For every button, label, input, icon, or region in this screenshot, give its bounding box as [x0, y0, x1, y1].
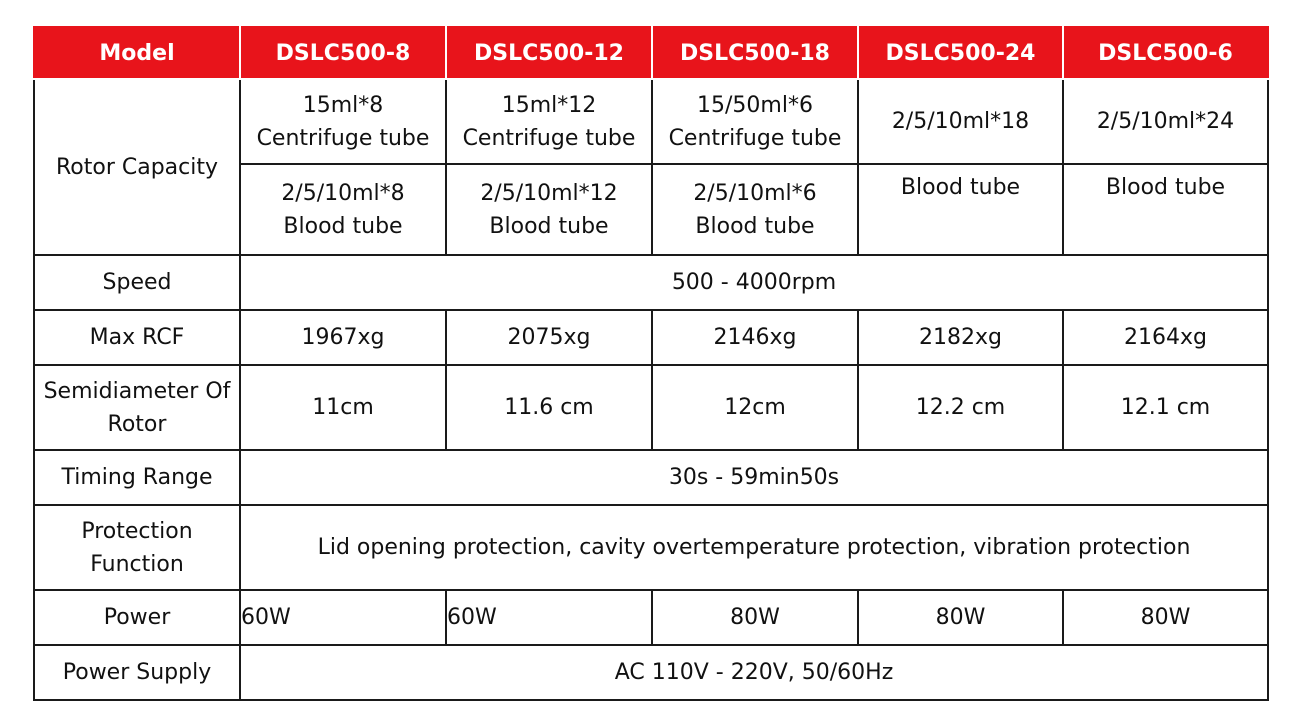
timing-range-row: Timing Range 30s - 59min50s [33, 449, 1269, 506]
rotor-capacity-cell: 2/5/10ml*12 Blood tube [445, 163, 653, 256]
power-row: Power 60W 60W 80W 80W 80W [33, 589, 1269, 646]
speed-label: Speed [33, 254, 241, 311]
capacity-line1: 2/5/10ml*6 [693, 180, 817, 206]
timing-range-value: 30s - 59min50s [239, 449, 1269, 506]
capacity-line1: 15ml*12 [501, 92, 597, 118]
capacity-line1: 15/50ml*6 [697, 92, 813, 118]
power-value: 80W [651, 589, 859, 646]
capacity-line1: 2/5/10ml*18 [891, 109, 1030, 134]
power-value: 60W [239, 589, 447, 646]
max-rcf-row: Max RCF 1967xg 2075xg 2146xg 2182xg 2164… [33, 309, 1269, 366]
semidiameter-row: Semidiameter Of Rotor 11cm 11.6 cm 12cm … [33, 364, 1269, 451]
capacity-line2: Blood tube [489, 213, 609, 239]
power-value: 80W [1062, 589, 1269, 646]
semidiameter-value: 11cm [239, 364, 447, 451]
model-header-dslc500-12: DSLC500-12 [445, 26, 653, 80]
semidiameter-label-line1: Semidiameter Of [43, 378, 231, 404]
model-header-dslc500-18: DSLC500-18 [651, 26, 859, 80]
capacity-line1: 2/5/10ml*12 [480, 180, 618, 206]
model-header-dslc500-6: DSLC500-6 [1062, 26, 1269, 80]
rotor-capacity-cell: 2/5/10ml*24 [1062, 78, 1269, 165]
protection-label-line1: Protection [81, 518, 193, 544]
rotor-capacity-cell: 15ml*8 Centrifuge tube [239, 78, 447, 165]
max-rcf-label: Max RCF [33, 309, 241, 366]
capacity-line2: Centrifuge tube [668, 125, 842, 151]
model-header: Model [33, 26, 241, 80]
speed-value: 500 - 4000rpm [239, 254, 1269, 311]
capacity-line2: Centrifuge tube [462, 125, 636, 151]
capacity-line2: Centrifuge tube [256, 125, 430, 151]
max-rcf-value: 2075xg [445, 309, 653, 366]
rotor-capacity-label: Rotor Capacity [33, 78, 241, 256]
rotor-capacity-cell: Blood tube [857, 163, 1064, 256]
model-header-dslc500-8: DSLC500-8 [239, 26, 447, 80]
max-rcf-value: 2182xg [857, 309, 1064, 366]
capacity-line1: 15ml*8 [302, 92, 384, 118]
protection-value: Lid opening protection, cavity overtempe… [239, 504, 1269, 591]
rotor-capacity-row-2: 2/5/10ml*8 Blood tube 2/5/10ml*12 Blood … [34, 163, 1269, 256]
rotor-capacity-cell: 2/5/10ml*6 Blood tube [651, 163, 859, 256]
power-value: 60W [445, 589, 653, 646]
protection-row: Protection Function Lid opening protecti… [33, 504, 1269, 591]
power-supply-value: AC 110V - 220V, 50/60Hz [239, 644, 1269, 701]
timing-range-label: Timing Range [33, 449, 241, 506]
rotor-capacity-cell: 2/5/10ml*18 [857, 78, 1064, 165]
semidiameter-value: 12.1 cm [1062, 364, 1269, 451]
protection-label: Protection Function [33, 504, 241, 591]
capacity-line2: Blood tube [283, 213, 403, 239]
max-rcf-value: 2146xg [651, 309, 859, 366]
power-value: 80W [857, 589, 1064, 646]
rotor-capacity-cell: Blood tube [1062, 163, 1269, 256]
header-row: Model DSLC500-8 DSLC500-12 DSLC500-18 DS… [33, 26, 1269, 80]
rotor-capacity-cell: 15/50ml*6 Centrifuge tube [651, 78, 859, 165]
semidiameter-value: 11.6 cm [445, 364, 653, 451]
model-header-dslc500-24: DSLC500-24 [857, 26, 1064, 80]
capacity-line1: 2/5/10ml*8 [281, 180, 405, 206]
capacity-line2: Blood tube [695, 213, 815, 239]
speed-row: Speed 500 - 4000rpm [33, 254, 1269, 311]
capacity-line1: 2/5/10ml*24 [1096, 109, 1235, 134]
rotor-capacity-cell: 15ml*12 Centrifuge tube [445, 78, 653, 165]
semidiameter-label: Semidiameter Of Rotor [33, 364, 241, 451]
spec-table: Model DSLC500-8 DSLC500-12 DSLC500-18 DS… [33, 26, 1269, 701]
semidiameter-value: 12.2 cm [857, 364, 1064, 451]
semidiameter-value: 12cm [651, 364, 859, 451]
power-label: Power [33, 589, 241, 646]
power-supply-label: Power Supply [33, 644, 241, 701]
capacity-line1: Blood tube [1105, 175, 1226, 200]
power-supply-row: Power Supply AC 110V - 220V, 50/60Hz [33, 644, 1269, 701]
max-rcf-value: 2164xg [1062, 309, 1269, 366]
capacity-line1: Blood tube [900, 175, 1021, 200]
max-rcf-value: 1967xg [239, 309, 447, 366]
rotor-capacity-cell: 2/5/10ml*8 Blood tube [239, 163, 447, 256]
protection-label-line2: Function [90, 551, 184, 577]
semidiameter-label-line2: Rotor [107, 411, 167, 437]
rotor-capacity-row-1: Rotor Capacity 15ml*8 Centrifuge tube 15… [33, 78, 1269, 256]
